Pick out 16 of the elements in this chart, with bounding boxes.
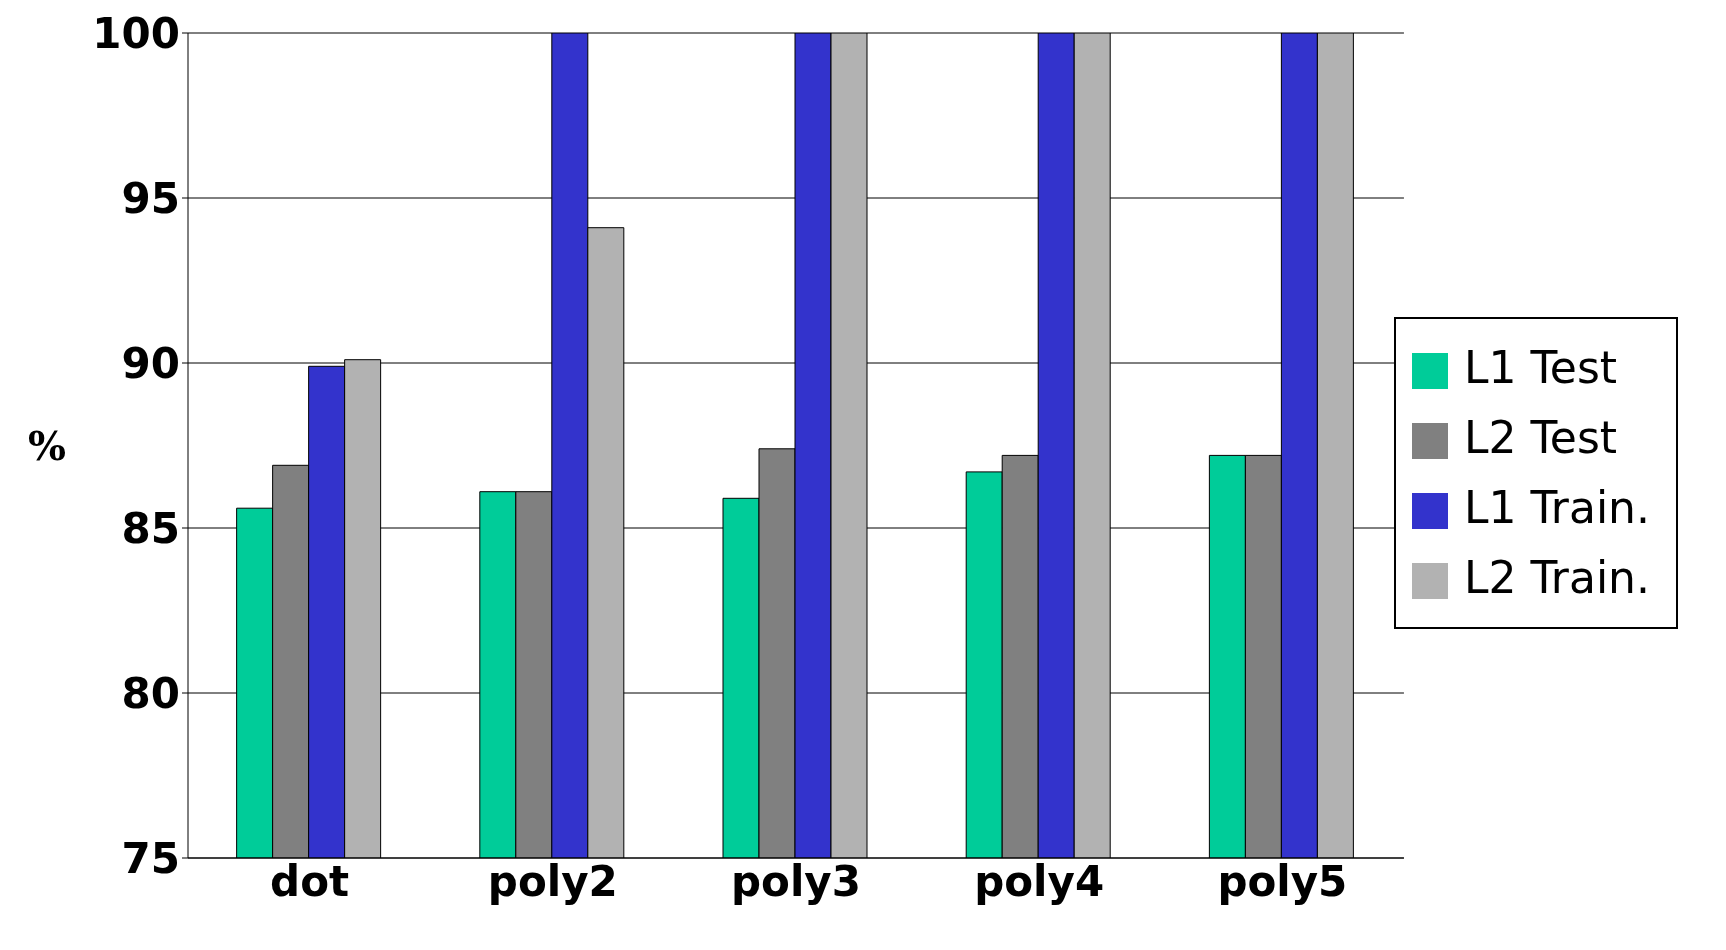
y-tick-label: 90 [121,338,180,388]
y-tick-label: 75 [121,833,180,883]
x-tick-label: dot [270,856,350,906]
x-tick-label: poly5 [1217,856,1348,906]
x-tick-label: poly2 [487,856,618,906]
legend-label: L1 Test [1463,342,1618,393]
y-tick-label: 95 [121,173,180,223]
legend-label: L2 Test [1463,412,1618,463]
y-axis-title: % [28,421,67,469]
x-tick-label: poly4 [974,856,1105,906]
y-tick-label: 100 [92,8,180,58]
legend-label: L2 Train. [1463,552,1650,603]
legend-label: L1 Train. [1463,482,1650,533]
y-tick-label: 85 [121,503,180,553]
y-tick-label: 80 [121,668,180,718]
x-tick-label: poly3 [731,856,861,906]
